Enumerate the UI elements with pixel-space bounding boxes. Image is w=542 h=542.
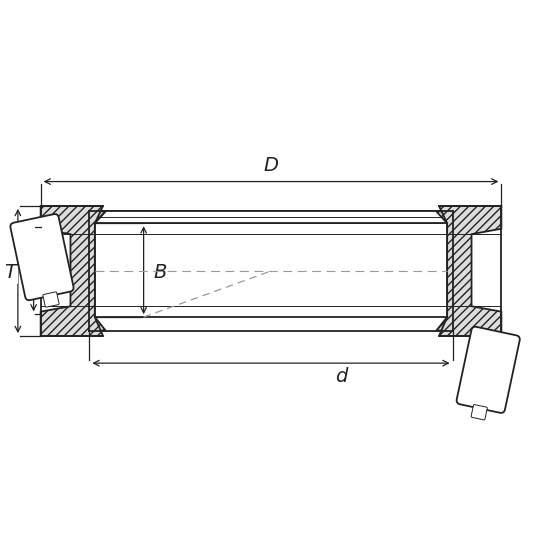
Polygon shape [436,211,453,331]
Text: B: B [153,263,167,282]
Text: b: b [21,263,33,282]
FancyBboxPatch shape [43,292,59,307]
FancyBboxPatch shape [456,327,520,413]
Text: d: d [335,367,347,386]
FancyBboxPatch shape [10,214,74,300]
Text: D: D [263,156,279,175]
Polygon shape [439,206,501,336]
Text: T: T [4,263,16,282]
FancyBboxPatch shape [471,404,487,420]
Polygon shape [89,211,106,331]
Polygon shape [41,206,103,336]
